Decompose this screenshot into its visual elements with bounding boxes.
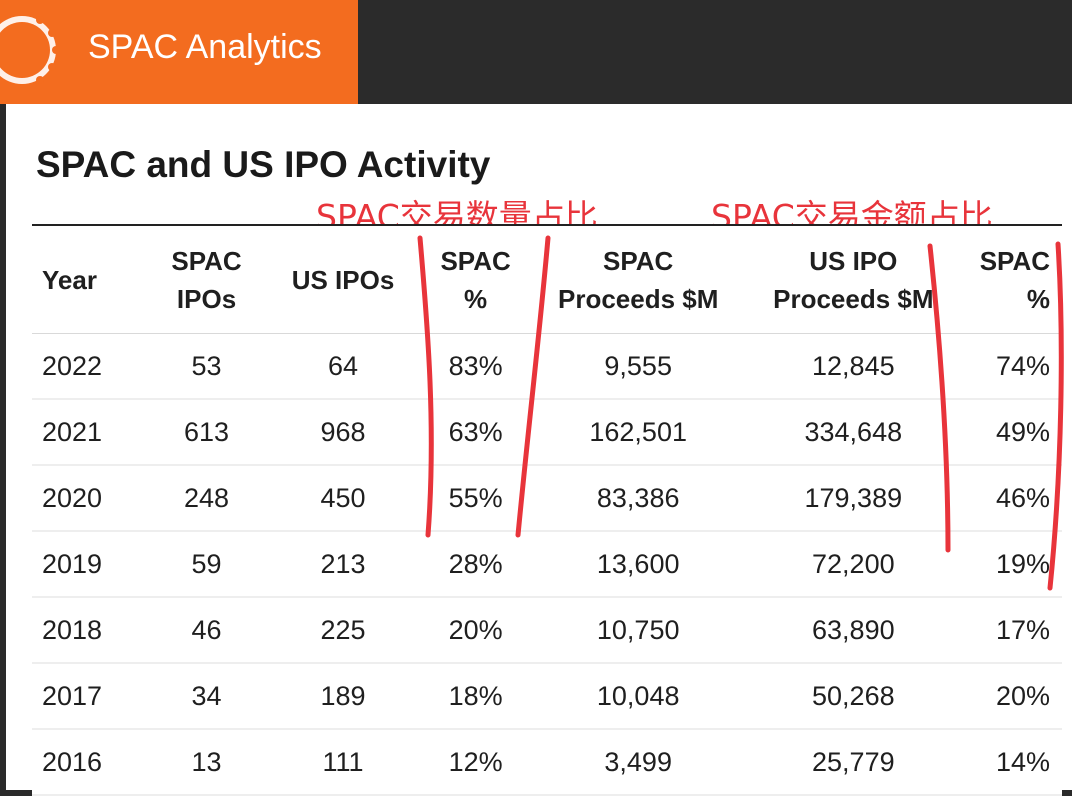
cell-us-ipos: 450 [265, 466, 421, 532]
brand-area[interactable]: SPAC Analytics [0, 0, 358, 104]
cell-spac-ipos: 34 [147, 664, 266, 730]
cell-spac-proceeds-pct: 20% [960, 664, 1062, 730]
table-container: Year SPAC IPOs US IPOs SPAC% SPAC Proceeds… [32, 226, 1062, 796]
content-card: SPAC and US IPO Activity SPAC交易数量占比 SPAC… [6, 104, 1072, 796]
cell-spac-ipos: 248 [147, 466, 266, 532]
page-title: SPAC and US IPO Activity [36, 144, 491, 185]
cell-spac-ipos: 59 [147, 532, 266, 598]
column-header-year[interactable]: Year [32, 226, 148, 334]
cell-spac-pct: 28% [420, 532, 531, 598]
cell-spac-ipos: 13 [147, 730, 266, 796]
cell-year: 2022 [32, 334, 148, 400]
cell-us-ipo-proceeds: 12,845 [745, 334, 961, 400]
table-row[interactable]: 2020 248 450 55% 83,386 179,389 46% [32, 466, 1062, 532]
cell-spac-pct: 83% [420, 334, 531, 400]
cell-spac-ipos: 613 [147, 400, 266, 466]
table-row[interactable]: 2021 613 968 63% 162,501 334,648 49% [32, 400, 1062, 466]
cell-spac-pct: 20% [420, 598, 531, 664]
cell-spac-proceeds-pct: 49% [960, 400, 1062, 466]
cell-spac-proceeds-pct: 17% [960, 598, 1062, 664]
cell-spac-proceeds: 13,600 [530, 532, 746, 598]
title-divider [32, 224, 1062, 226]
cell-spac-proceeds: 9,555 [530, 334, 746, 400]
cell-spac-proceeds: 10,750 [530, 598, 746, 664]
cell-year: 2021 [32, 400, 148, 466]
cell-us-ipos: 213 [265, 532, 421, 598]
column-header-us-ipos[interactable]: US IPOs [265, 226, 421, 334]
table-row[interactable]: 2018 46 225 20% 10,750 63,890 17% [32, 598, 1062, 664]
cell-year: 2016 [32, 730, 148, 796]
cell-us-ipo-proceeds: 50,268 [745, 664, 961, 730]
cell-spac-proceeds: 3,499 [530, 730, 746, 796]
cell-spac-proceeds-pct: 74% [960, 334, 1062, 400]
cell-us-ipos: 189 [265, 664, 421, 730]
cell-spac-proceeds: 162,501 [530, 400, 746, 466]
sun-logo-icon [0, 16, 60, 84]
cell-spac-ipos: 46 [147, 598, 266, 664]
cell-year: 2017 [32, 664, 148, 730]
cell-spac-proceeds-pct: 14% [960, 730, 1062, 796]
cell-us-ipos: 64 [265, 334, 421, 400]
spac-ipo-table: Year SPAC IPOs US IPOs SPAC% SPAC Proceeds… [32, 226, 1062, 796]
table-row[interactable]: 2017 34 189 18% 10,048 50,268 20% [32, 664, 1062, 730]
cell-us-ipo-proceeds: 63,890 [745, 598, 961, 664]
cell-spac-proceeds: 10,048 [530, 664, 746, 730]
cell-us-ipos: 968 [265, 400, 421, 466]
cell-year: 2020 [32, 466, 148, 532]
brand-name: SPAC Analytics [88, 28, 322, 66]
column-header-spac-proceeds-pct[interactable]: SPAC% [960, 226, 1062, 334]
cell-spac-pct: 55% [420, 466, 531, 532]
column-header-spac-ipos[interactable]: SPAC IPOs [147, 226, 266, 334]
cell-spac-proceeds-pct: 46% [960, 466, 1062, 532]
cell-us-ipo-proceeds: 179,389 [745, 466, 961, 532]
table-row[interactable]: 2022 53 64 83% 9,555 12,845 74% [32, 334, 1062, 400]
cell-spac-proceeds: 83,386 [530, 466, 746, 532]
cell-us-ipo-proceeds: 25,779 [745, 730, 961, 796]
cell-spac-pct: 12% [420, 730, 531, 796]
app-header: SPAC Analytics [0, 0, 1072, 104]
cell-us-ipo-proceeds: 334,648 [745, 400, 961, 466]
cell-year: 2018 [32, 598, 148, 664]
column-header-spac-pct[interactable]: SPAC% [420, 226, 531, 334]
column-header-spac-proceeds[interactable]: SPAC Proceeds $M [530, 226, 746, 334]
column-header-us-ipo-proceeds[interactable]: US IPO Proceeds $M [745, 226, 961, 334]
cell-spac-pct: 63% [420, 400, 531, 466]
cell-us-ipos: 111 [265, 730, 421, 796]
cell-spac-pct: 18% [420, 664, 531, 730]
cell-us-ipos: 225 [265, 598, 421, 664]
table-row[interactable]: 2019 59 213 28% 13,600 72,200 19% [32, 532, 1062, 598]
cell-us-ipo-proceeds: 72,200 [745, 532, 961, 598]
table-row[interactable]: 2016 13 111 12% 3,499 25,779 14% [32, 730, 1062, 796]
cell-year: 2019 [32, 532, 148, 598]
table-header-row: Year SPAC IPOs US IPOs SPAC% SPAC Proceeds… [32, 226, 1062, 334]
cell-spac-proceeds-pct: 19% [960, 532, 1062, 598]
cell-spac-ipos: 53 [147, 334, 266, 400]
